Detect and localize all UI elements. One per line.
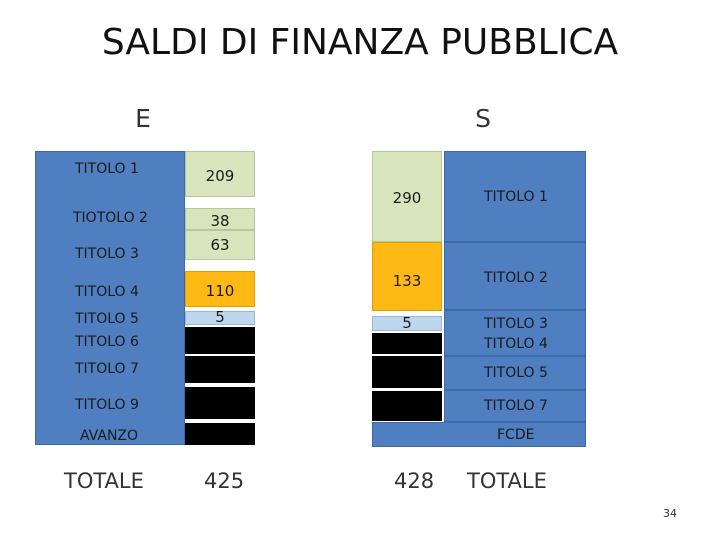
spese-label-fcde: FCDE xyxy=(497,427,535,443)
entrate-block-titolo-6 xyxy=(185,327,255,354)
spese-label-titolo-2: TITOLO 2 xyxy=(484,270,548,286)
entrate-value-titolo-1: 209 xyxy=(205,167,235,185)
spese-label-titolo-1: TITOLO 1 xyxy=(484,189,548,205)
entrate-block-titolo-7 xyxy=(185,356,255,383)
spese-label-block-titolo-1 xyxy=(444,151,586,242)
spese-label-titolo-4: TITOLO 4 xyxy=(484,336,548,352)
spese-header: S xyxy=(475,104,491,133)
entrate-label-titolo-3: TITOLO 3 xyxy=(75,246,139,262)
spese-total-value: 428 xyxy=(394,469,435,493)
entrate-block-titolo-1 xyxy=(185,151,255,197)
entrate-label-panel xyxy=(35,151,185,445)
entrate-header: E xyxy=(135,104,151,133)
entrate-label-titolo-5: TITOLO 5 xyxy=(75,311,139,327)
spese-label-titolo-3: TITOLO 3 xyxy=(484,316,548,332)
spese-total-label: TOTALE xyxy=(467,469,547,493)
spese-label-titolo-5: TITOLO 5 xyxy=(484,365,548,381)
spese-block-titolo-5 xyxy=(372,356,442,388)
entrate-value-titolo-2: 38 xyxy=(210,212,230,230)
entrate-label-titolo-9: TITOLO 9 xyxy=(75,397,139,413)
spese-block-titolo-2 xyxy=(372,242,442,311)
entrate-label-titolo-2: TIOTOLO 2 xyxy=(73,210,148,226)
spese-value-titolo-1: 290 xyxy=(392,189,422,207)
entrate-label-avanzo: AVANZO xyxy=(80,428,139,444)
entrate-value-titolo-4: 110 xyxy=(205,282,235,300)
spese-block-titolo-4 xyxy=(372,333,442,354)
entrate-total-value: 425 xyxy=(204,469,245,493)
entrate-block-titolo-5 xyxy=(185,311,255,325)
spese-block-titolo-1 xyxy=(372,151,442,242)
page-number: 34 xyxy=(663,507,677,520)
entrate-value-titolo-5: 5 xyxy=(215,308,225,326)
entrate-block-titolo-9 xyxy=(185,387,255,419)
entrate-total-label: TOTALE xyxy=(64,469,144,493)
spese-label-block-titolo-7 xyxy=(444,390,586,422)
spese-value-titolo-2: 133 xyxy=(392,272,422,290)
entrate-block-avanzo xyxy=(185,423,255,445)
spese-block-titolo-7 xyxy=(372,391,442,421)
entrate-block-titolo-2 xyxy=(185,208,255,230)
entrate-block-titolo-4 xyxy=(185,271,255,307)
spese-value-titolo-3: 5 xyxy=(402,314,412,332)
entrate-block-titolo-3 xyxy=(185,230,255,260)
spese-label-titolo-7: TITOLO 7 xyxy=(484,398,548,414)
entrate-label-titolo-7: TITOLO 7 xyxy=(75,361,139,377)
entrate-label-titolo-4: TITOLO 4 xyxy=(75,284,139,300)
spese-label-block-fcde xyxy=(372,422,586,447)
entrate-label-titolo-1: TITOLO 1 xyxy=(75,161,139,177)
spese-label-block-titolo-2 xyxy=(444,242,586,310)
entrate-label-titolo-6: TITOLO 6 xyxy=(75,334,139,350)
entrate-value-titolo-3: 63 xyxy=(210,236,230,254)
spese-block-titolo-3 xyxy=(372,316,442,331)
spese-label-block-titolo-5 xyxy=(444,356,586,390)
spese-label-block-titolo-3-4 xyxy=(444,310,586,356)
page-title: SALDI DI FINANZA PUBBLICA xyxy=(101,22,619,63)
